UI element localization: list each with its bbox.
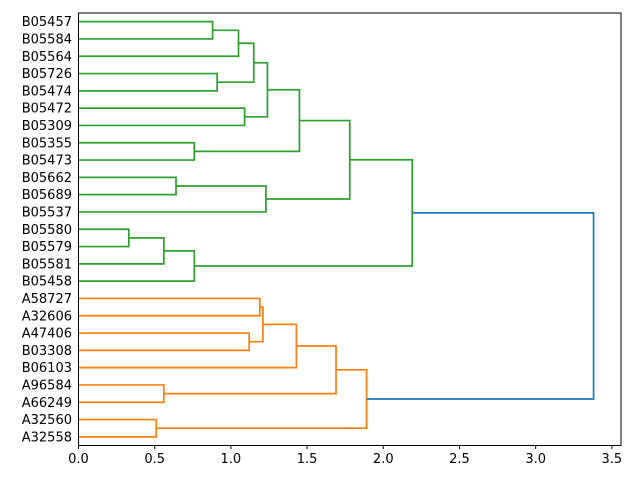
dendrogram-link-o6 xyxy=(163,345,337,395)
x-tick-label: 3.0 xyxy=(525,452,546,467)
leaf-label-A58727: A58727 xyxy=(22,292,72,307)
leaf-label-B05726: B05726 xyxy=(22,67,72,82)
leaf-label-B05579: B05579 xyxy=(22,240,72,255)
x-tick-label: 1.5 xyxy=(297,452,318,467)
dendrogram-link-o1 xyxy=(78,297,261,317)
x-tick-label: 2.5 xyxy=(449,452,470,467)
x-tick-label: 3.5 xyxy=(602,452,623,467)
leaf-label-B05309: B05309 xyxy=(22,119,72,134)
dendrogram-link-g2 xyxy=(78,29,240,58)
leaf-label-A32560: A32560 xyxy=(22,413,72,428)
x-tick-label: 0.5 xyxy=(144,452,165,467)
leaf-label-B05580: B05580 xyxy=(22,223,72,238)
leaf-label-A32606: A32606 xyxy=(22,309,72,324)
leaf-label-B05458: B05458 xyxy=(22,275,72,290)
dendrogram-link-g8 xyxy=(194,88,301,153)
leaf-label-A66249: A66249 xyxy=(22,396,72,411)
dendrogram-link-root xyxy=(366,212,595,400)
leaf-label-B05355: B05355 xyxy=(22,136,72,151)
plot-border xyxy=(78,12,622,446)
leaf-label-B05581: B05581 xyxy=(22,257,72,272)
dendrogram-link-g1 xyxy=(78,20,214,40)
x-tick-label: 2.0 xyxy=(373,452,394,467)
dendrogram-link-o5 xyxy=(78,384,165,404)
leaf-label-A47406: A47406 xyxy=(22,327,72,342)
leaf-label-B05472: B05472 xyxy=(22,102,72,117)
leaf-label-B06103: B06103 xyxy=(22,361,72,376)
leaf-label-B05584: B05584 xyxy=(22,32,72,47)
leaf-label-B03308: B03308 xyxy=(22,344,72,359)
leaf-label-B05537: B05537 xyxy=(22,205,72,220)
dendrogram-link-o3 xyxy=(249,306,264,343)
dendrogram-link-o4 xyxy=(78,323,298,369)
leaf-label-A32558: A32558 xyxy=(22,430,72,445)
leaf-label-B05564: B05564 xyxy=(22,50,72,65)
leaf-label-B05473: B05473 xyxy=(22,154,72,169)
leaf-label-B05474: B05474 xyxy=(22,84,72,99)
x-tick-label: 1.0 xyxy=(221,452,242,467)
leaf-label-B05457: B05457 xyxy=(22,15,72,30)
leaf-label-B05689: B05689 xyxy=(22,188,72,203)
x-tick-label: 0.0 xyxy=(68,452,89,467)
dendrogram-link-g13 xyxy=(78,237,165,265)
dendrogram-link-o2 xyxy=(78,332,251,352)
leaf-label-B05662: B05662 xyxy=(22,171,72,186)
leaf-label-A96584: A96584 xyxy=(22,378,72,393)
dendrogram-link-g9 xyxy=(78,176,177,196)
